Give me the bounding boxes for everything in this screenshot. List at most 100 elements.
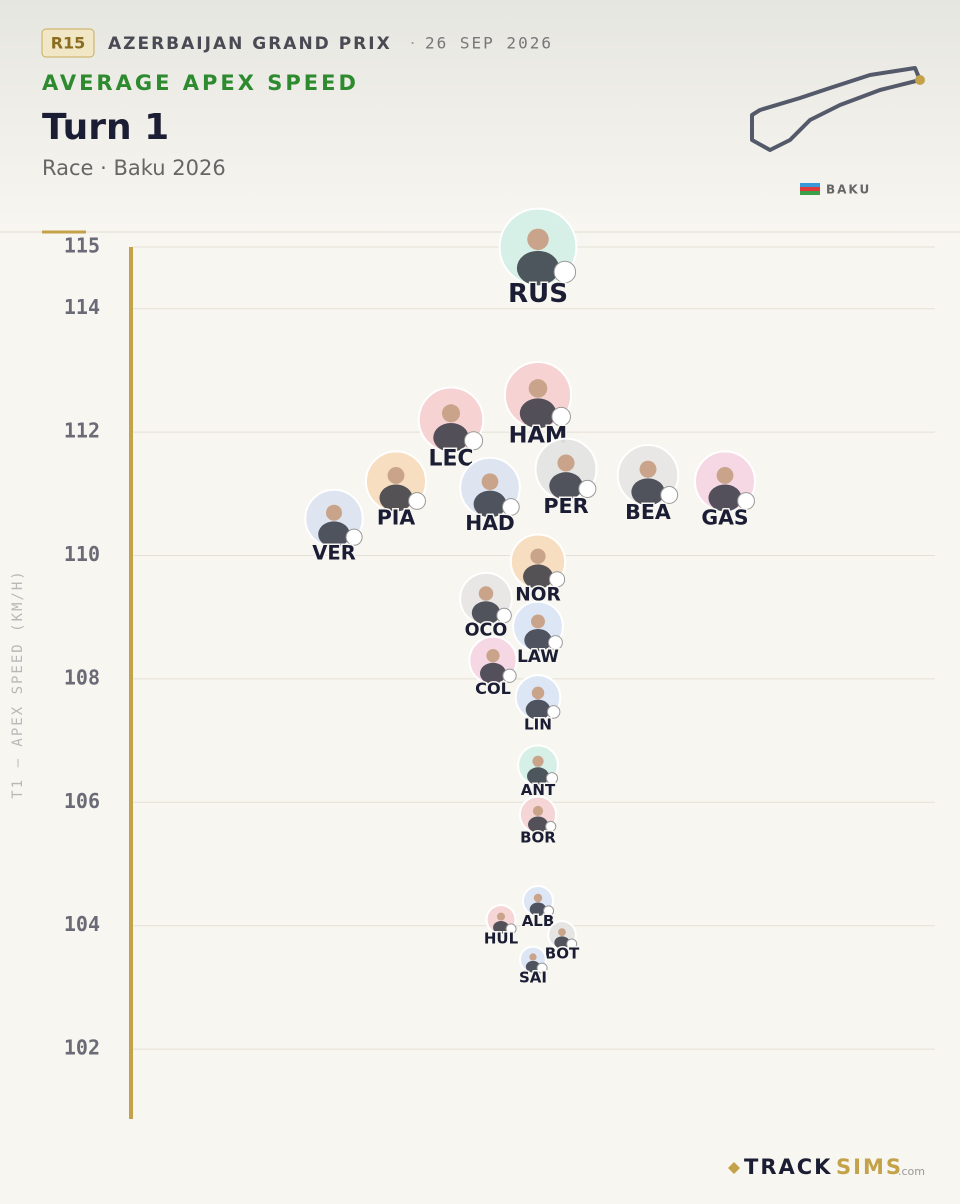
separator: · [410,34,415,53]
driver-body [471,601,501,625]
driver-body [554,936,570,949]
team-badge [536,962,548,974]
driver: ALB [520,884,556,931]
driver-body [527,767,549,786]
driver-head [496,912,506,921]
driver-head [530,548,546,564]
y-axis [129,247,133,1119]
driver-body [479,662,507,685]
driver: ANT [517,744,559,800]
driver: PER [534,437,598,519]
driver-head [532,805,544,817]
driver-body [631,478,665,506]
team-badge [502,668,517,683]
driver-body [525,699,551,720]
y-axis-label: T1 — APEX SPEED (KM/H) [10,569,26,798]
team-badge [505,923,517,935]
driver-body [529,902,547,917]
driver-label: ANT [521,781,556,799]
driver-head [529,953,537,961]
y-tick-label: 104 [64,912,100,936]
y-tick-label: 112 [64,419,100,443]
driver-body [516,250,560,286]
driver-body [523,564,553,589]
track-outline [750,66,922,152]
driver-label: SAI [519,968,547,986]
driver-label: LAW [517,646,559,666]
driver-label: LIN [524,716,552,734]
driver-label: PIA [377,506,416,530]
driver-label: ALB [522,912,555,930]
flag [800,187,820,191]
round: R15 [51,34,86,53]
driver-head [441,404,461,423]
driver-head [531,686,545,700]
brand: TRACK [744,1155,832,1179]
driver-label: HUL [484,930,519,948]
date: 26 SEP 2026 [425,34,553,53]
driver: HUL [482,904,520,949]
y-tick-label: 114 [64,295,100,319]
y-tick-label: 106 [64,789,100,813]
team-badge [660,485,679,504]
driver-label: COL [475,679,511,698]
driver-body [379,484,413,512]
driver-head [528,379,548,398]
driver-body [318,521,350,548]
driver: BEA [616,444,680,525]
driver-body [433,422,469,452]
driver-body [528,816,548,833]
driver-label: PER [543,494,588,518]
driver: OCO [459,571,513,642]
driver: RUS [498,207,578,311]
y-tick-label: 102 [64,1036,100,1060]
event: AZERBAIJAN GRAND PRIX [108,34,392,54]
driver-body [493,920,509,934]
driver-head [532,755,544,767]
driver-body [708,484,742,512]
team-badge [545,820,557,833]
driver-label: BOT [545,945,580,963]
brand: SIMS [836,1155,903,1179]
driver-label: RUS [508,279,568,309]
driver: NOR [509,533,567,607]
driver-label: GAS [701,506,748,530]
driver: GAS [693,450,757,531]
driver-body [549,472,583,500]
driver: LEC [417,386,485,473]
driver-head [716,467,734,484]
driver-body [524,628,552,652]
driver-head [527,228,549,251]
driver: LIN [514,674,562,735]
team-badge [578,479,597,498]
driver: HAD [459,456,521,537]
team-badge [545,772,559,785]
driver-head [531,614,545,629]
team-badge [546,705,561,719]
team-badge [502,498,520,516]
location: BAKU [826,183,871,197]
round-badge [41,28,95,58]
team-badge [566,938,578,950]
team-badge [547,635,563,651]
driver: BOT [543,920,581,964]
driver-head [387,467,405,484]
logo-mark [728,1162,740,1174]
team-badge [464,431,484,451]
team-badge [345,528,363,546]
team-badge [496,607,512,624]
team-badge [553,260,577,284]
y-tick-label: 115 [64,234,100,258]
team-badge [408,492,426,510]
team-badge [543,905,555,917]
driver-label: NOR [515,584,560,605]
driver: BOR [519,795,558,848]
driver-head [325,504,343,521]
driver-label: BEA [625,500,671,524]
driver-label: HAD [465,511,514,535]
team-badge [548,571,566,588]
track-marker [915,75,925,85]
chart-title: Turn 1 [42,107,169,148]
kicker: AVERAGE APEX SPEED [42,71,359,95]
